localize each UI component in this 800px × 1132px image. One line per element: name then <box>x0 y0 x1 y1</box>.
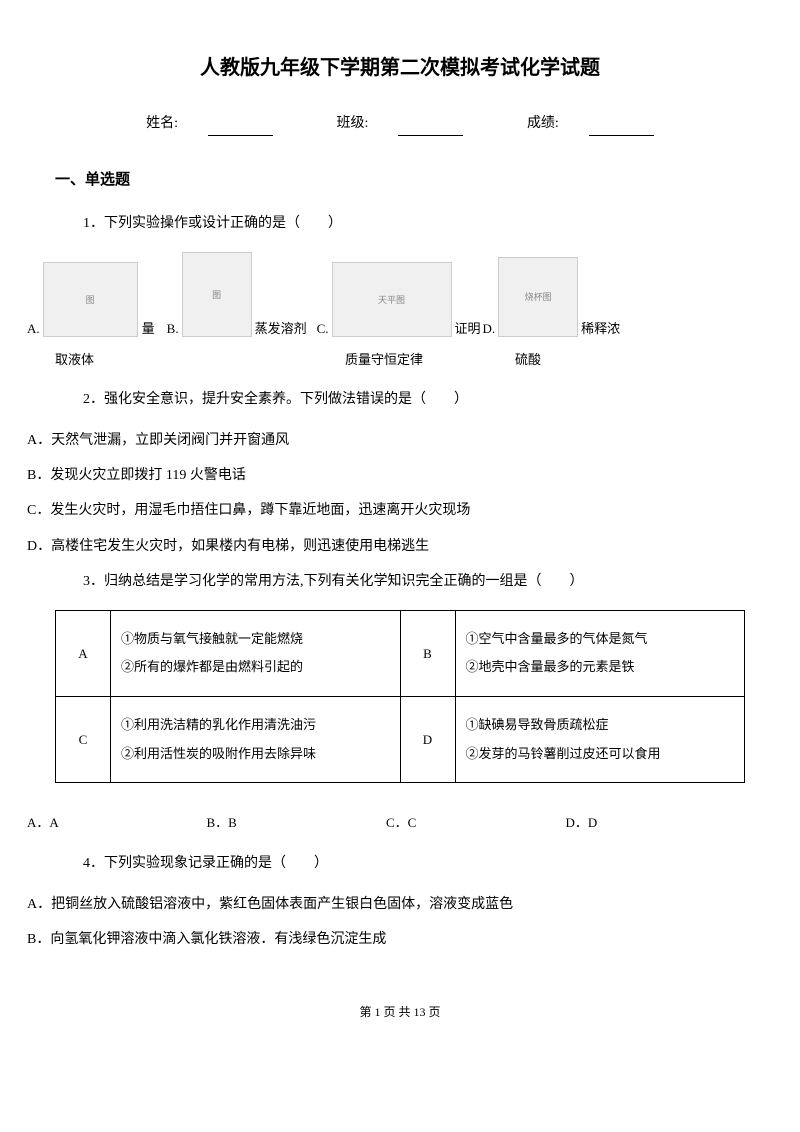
cell-B-content: ①空气中含量最多的气体是氮气 ②地壳中含量最多的元素是铁 <box>455 610 745 696</box>
q3-ansA: A．A <box>27 811 207 834</box>
q1-imgA: 图 <box>43 262 138 337</box>
question-4: 4．下列实验现象记录正确的是（ ） <box>55 851 745 876</box>
q1-imgC: 天平图 <box>332 262 452 337</box>
page-footer: 第 1 页 共 13 页 <box>55 1002 745 1024</box>
cell-A-letter: A <box>56 610 111 696</box>
q3-text: 3．归纳总结是学习化学的常用方法,下列有关化学知识完全正确的一组是（ ） <box>83 569 745 594</box>
q1-optA-t2: 取液体 <box>55 348 290 371</box>
q3-ansD: D．D <box>566 811 746 834</box>
q1-optB-prefix: B. <box>167 317 179 340</box>
q1-optC-prefix: C. <box>317 317 329 340</box>
question-3: 3．归纳总结是学习化学的常用方法,下列有关化学知识完全正确的一组是（ ） <box>55 569 745 594</box>
score-field: 成绩: <box>512 116 669 131</box>
header-fields: 姓名: 班级: 成绩: <box>55 111 745 136</box>
q1-optB-t: 蒸发溶剂 <box>255 317 307 340</box>
table-row: C ①利用洗洁精的乳化作用清洗油污 ②利用活性炭的吸附作用去除异味 D ①缺碘易… <box>56 697 745 783</box>
q3-table: A ①物质与氧气接触就一定能燃烧 ②所有的爆炸都是由燃料引起的 B ①空气中含量… <box>55 610 745 783</box>
q2-optA: A．天然气泄漏，立即关闭阀门并开窗通风 <box>27 428 745 453</box>
cell-A-content: ①物质与氧气接触就一定能燃烧 ②所有的爆炸都是由燃料引起的 <box>111 610 401 696</box>
cell-B-letter: B <box>400 610 455 696</box>
q1-optA-prefix: A. <box>27 317 40 340</box>
name-field: 姓名: <box>131 116 288 131</box>
question-1: 1．下列实验操作或设计正确的是（ ） <box>55 211 745 236</box>
q3-ansC: C．C <box>386 811 566 834</box>
q1-image-options: A. 图 量 B. 图 蒸发溶剂 C. 天平图 证明 D. 烧杯图 稀释浓 <box>27 252 745 340</box>
question-2: 2．强化安全意识，提升安全素养。下列做法错误的是（ ） <box>55 387 745 412</box>
q1-imgB: 图 <box>182 252 252 337</box>
class-field: 班级: <box>322 116 479 131</box>
cell-C-letter: C <box>56 697 111 783</box>
q2-optB: B．发现火灾立即拨打 119 火警电话 <box>27 463 745 488</box>
q1-optC-t2: 质量守恒定律 <box>345 348 480 371</box>
q1-optC-t1: 证明 <box>455 317 481 340</box>
q1-text: 1．下列实验操作或设计正确的是（ ） <box>83 211 745 236</box>
q2-text: 2．强化安全意识，提升安全素养。下列做法错误的是（ ） <box>83 387 745 412</box>
section-heading: 一、单选题 <box>55 166 745 193</box>
q2-optD: D．高楼住宅发生火灾时，如果楼内有电梯，则迅速使用电梯逃生 <box>27 534 745 559</box>
q1-optD-t2: 硫酸 <box>515 348 541 371</box>
q4-optA: A．把铜丝放入硫酸铝溶液中，紫红色固体表面产生银白色固体，溶液变成蓝色 <box>27 892 745 917</box>
q3-answers: A．A B．B C．C D．D <box>27 811 745 834</box>
q1-optD-prefix: D. <box>483 317 496 340</box>
cell-D-content: ①缺碘易导致骨质疏松症 ②发芽的马铃薯削过皮还可以食用 <box>455 697 745 783</box>
page-title: 人教版九年级下学期第二次模拟考试化学试题 <box>55 50 745 86</box>
q1-optA-t1: 量 <box>142 317 155 340</box>
q2-optC: C．发生火灾时，用湿毛巾捂住口鼻，蹲下靠近地面，迅速离开火灾现场 <box>27 498 745 523</box>
table-row: A ①物质与氧气接触就一定能燃烧 ②所有的爆炸都是由燃料引起的 B ①空气中含量… <box>56 610 745 696</box>
q1-imgD: 烧杯图 <box>498 257 578 337</box>
q1-optD-t1: 稀释浓 <box>581 317 620 340</box>
cell-D-letter: D <box>400 697 455 783</box>
q4-text: 4．下列实验现象记录正确的是（ ） <box>83 851 745 876</box>
q3-ansB: B．B <box>207 811 387 834</box>
q4-optB: B．向氢氧化钾溶液中滴入氯化铁溶液．有浅绿色沉淀生成 <box>27 927 745 952</box>
cell-C-content: ①利用洗洁精的乳化作用清洗油污 ②利用活性炭的吸附作用去除异味 <box>111 697 401 783</box>
